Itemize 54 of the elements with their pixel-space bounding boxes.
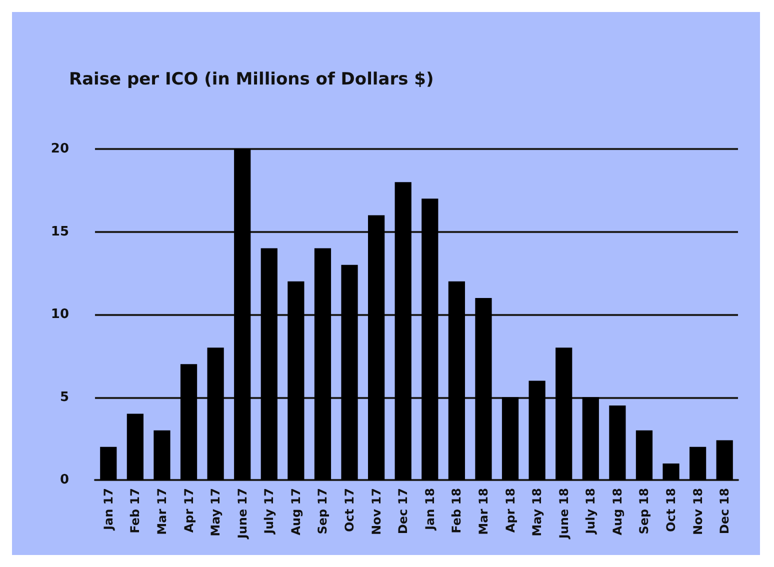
- bar: [314, 248, 332, 480]
- x-tick-label: Jan 17: [101, 488, 116, 531]
- x-tick-label: May 18: [530, 488, 544, 536]
- bar: [154, 430, 170, 480]
- x-tick-label: May 17: [208, 488, 223, 536]
- x-tick-label: Oct 17: [342, 488, 357, 532]
- x-tick-label: Feb 18: [450, 488, 464, 534]
- x-tick-label: Feb 17: [128, 488, 142, 534]
- y-tick-label: 20: [50, 142, 69, 156]
- y-tick-label: 15: [50, 224, 69, 240]
- bar: [126, 414, 144, 480]
- bar: [690, 446, 706, 480]
- x-tick-label: Apr 18: [503, 488, 518, 533]
- bar: [528, 380, 546, 480]
- bar: [716, 440, 733, 480]
- y-tick-label: 5: [60, 390, 69, 405]
- bar: [288, 281, 304, 480]
- y-tick-label: 0: [60, 472, 69, 488]
- x-tick-label: Mar 18: [476, 488, 490, 535]
- x-tick-label: Mar 17: [154, 488, 169, 535]
- bar: [341, 264, 358, 480]
- x-tick-label: Oct 18: [664, 488, 678, 532]
- bar: [636, 430, 653, 480]
- bar: [394, 182, 412, 480]
- bar: [502, 397, 519, 480]
- x-tick-label: Nov 17: [369, 488, 384, 535]
- x-tick-label: Dec 18: [718, 488, 732, 534]
- bar: [260, 248, 278, 480]
- x-tick-label: June 17: [235, 488, 250, 540]
- x-tick-label: Jan 18: [422, 488, 437, 531]
- x-tick-label: Dec 17: [396, 488, 410, 534]
- x-tick-label: Aug 17: [288, 488, 303, 536]
- bar: [234, 149, 251, 480]
- chart-title: Raise per ICO (in Millions of Dollars $): [69, 70, 434, 90]
- bar: [475, 298, 492, 480]
- bar: [662, 463, 680, 480]
- x-tick-label: June 18: [556, 488, 571, 540]
- bar: [609, 406, 626, 480]
- x-tick-label: Aug 18: [610, 488, 624, 536]
- x-tick-label: Apr 17: [182, 488, 196, 533]
- bar: [556, 348, 572, 480]
- x-tick-label: Sep 17: [316, 488, 330, 534]
- x-tick-label: July 17: [262, 488, 276, 535]
- bar: [207, 348, 224, 480]
- bar: [368, 215, 385, 480]
- bar: [422, 198, 438, 480]
- x-tick-label: Nov 18: [690, 488, 705, 535]
- y-tick-label: 10: [50, 307, 69, 322]
- x-tick-label: Sep 18: [637, 488, 652, 534]
- bar: [100, 446, 117, 480]
- bar: [180, 364, 198, 480]
- x-tick-label: July 18: [584, 488, 598, 535]
- bar: [582, 397, 599, 480]
- bar: [448, 281, 465, 480]
